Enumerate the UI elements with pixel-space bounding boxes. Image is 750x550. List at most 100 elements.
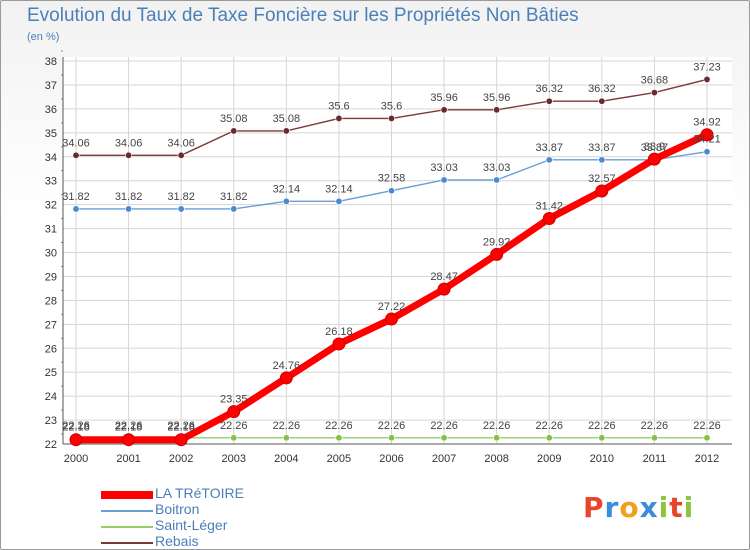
y-tick-label: 36 [45, 104, 57, 116]
data-label: 26.18 [325, 326, 353, 338]
plot-background [63, 57, 732, 444]
data-label: 22.26 [641, 420, 669, 432]
legend-label: Rebais [155, 533, 199, 549]
y-tick-label: 38 [45, 56, 57, 68]
data-point [335, 434, 343, 442]
data-point [72, 151, 80, 159]
data-point [545, 156, 553, 164]
data-label: 22.26 [115, 420, 143, 432]
data-point [387, 434, 395, 442]
legend-swatch [101, 510, 153, 512]
data-point [282, 434, 290, 442]
data-point [335, 114, 343, 122]
x-tick-label: 2004 [274, 453, 298, 465]
data-label: 29.92 [483, 236, 511, 248]
data-label: 33.03 [483, 162, 511, 174]
data-label: 22.18 [167, 422, 195, 434]
data-point [437, 282, 451, 296]
x-tick-label: 2007 [432, 453, 456, 465]
data-label: 35.96 [483, 92, 511, 104]
chart-title: Evolution du Taux de Taxe Foncière sur l… [27, 5, 579, 26]
logo-letter: i [683, 491, 695, 524]
data-point [598, 97, 606, 105]
data-label: 32.57 [588, 173, 616, 185]
data-point [279, 371, 293, 385]
data-label: 35.08 [273, 113, 301, 125]
data-label: 35.6 [381, 100, 402, 112]
data-point [650, 434, 658, 442]
data-point [703, 434, 711, 442]
proxiti-logo: Proxiti [583, 491, 694, 524]
y-tick-label: 35 [45, 128, 57, 140]
chart-subtitle: (en %) [27, 31, 60, 43]
data-point [440, 106, 448, 114]
x-tick-label: 2010 [590, 453, 614, 465]
logo-letter: i [658, 491, 670, 524]
x-tick-label: 2011 [643, 453, 667, 465]
x-tick-label: 2012 [695, 453, 719, 465]
data-point [230, 127, 238, 135]
logo-letter: t [669, 491, 684, 524]
logo-letter: r [604, 491, 620, 524]
data-point [332, 337, 346, 351]
data-point [387, 114, 395, 122]
y-tick-label: 31 [45, 224, 57, 236]
x-tick-label: 2003 [222, 453, 246, 465]
data-point [174, 433, 188, 447]
data-point [230, 205, 238, 213]
data-point [490, 247, 504, 261]
data-label: 22.18 [115, 422, 143, 434]
legend-label: Boitron [155, 501, 200, 517]
data-point [598, 156, 606, 164]
data-point [227, 405, 241, 419]
data-point [282, 127, 290, 135]
y-tick-label: 37 [45, 80, 57, 92]
data-label: 35.6 [328, 100, 349, 112]
data-point [177, 205, 185, 213]
data-point [125, 151, 133, 159]
data-label: 34.06 [115, 137, 143, 149]
data-label: 22.26 [588, 420, 616, 432]
legend-swatch [101, 526, 153, 528]
data-label: 32.14 [325, 183, 353, 195]
y-tick-label: 29 [45, 271, 57, 283]
data-label: 28.47 [430, 271, 458, 283]
logo-letter: P [583, 491, 605, 524]
y-tick-label: 32 [45, 200, 57, 212]
data-point [598, 434, 606, 442]
data-label: 22.26 [220, 420, 248, 432]
data-point [703, 148, 711, 156]
data-point [703, 75, 711, 83]
data-label: 36.32 [535, 83, 563, 95]
y-tick-label: 27 [45, 319, 57, 331]
legend-label: LA TRéTOIRE [155, 485, 244, 501]
x-tick-label: 2009 [537, 453, 561, 465]
data-label: 33.9 [644, 141, 665, 153]
data-point [387, 187, 395, 195]
data-label: 37.23 [693, 61, 721, 73]
data-label: 22.26 [693, 420, 721, 432]
y-tick-label: 26 [45, 343, 57, 355]
data-label: 35.08 [220, 113, 248, 125]
data-point [542, 212, 556, 226]
x-tick-label: 2000 [64, 453, 88, 465]
data-label: 22.26 [325, 420, 353, 432]
data-label: 35.96 [430, 92, 458, 104]
data-label: 23.35 [220, 394, 248, 406]
data-point [647, 152, 661, 166]
data-point [385, 312, 398, 326]
x-tick-label: 2002 [169, 453, 193, 465]
data-label: 33.03 [430, 162, 458, 174]
y-tick-label: 24 [45, 391, 57, 403]
data-point [335, 197, 343, 205]
data-label: 31.82 [220, 191, 248, 203]
data-label: 36.68 [641, 75, 669, 87]
data-point [72, 205, 80, 213]
y-tick-label: 33 [45, 176, 57, 188]
x-tick-label: 2008 [484, 453, 508, 465]
data-label: 33.87 [641, 142, 669, 154]
data-point [177, 151, 185, 159]
data-point [493, 176, 501, 184]
